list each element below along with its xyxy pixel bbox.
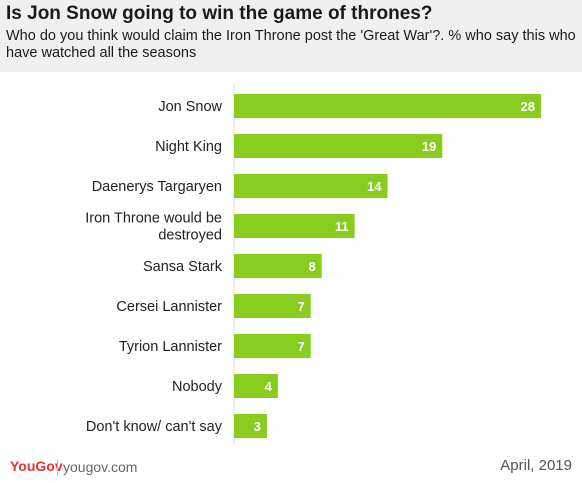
category-label: Cersei Lannister — [116, 299, 222, 315]
category-label-line: Don't know/ can't say — [86, 419, 223, 435]
category-label-line: Night King — [155, 139, 222, 155]
category-label: Don't know/ can't say — [86, 419, 223, 435]
bar-3 — [234, 214, 355, 238]
bar-value-label: 11 — [335, 219, 349, 234]
header: Is Jon Snow going to win the game of thr… — [0, 0, 582, 72]
bar-value-label: 3 — [254, 419, 261, 434]
category-label: Night King — [155, 139, 222, 155]
category-label-line: Nobody — [172, 379, 223, 395]
bar-2 — [234, 174, 388, 198]
bar-7 — [234, 374, 278, 398]
bar-4 — [234, 254, 322, 278]
category-label: Tyrion Lannister — [119, 339, 222, 355]
category-label-line: Jon Snow — [158, 99, 222, 115]
bar-chart: 28 Jon Snow 19 Night King 14 Daenerys Targary… — [85, 84, 541, 444]
bar-5 — [234, 294, 311, 318]
yougov-logo[interactable]: YouGov — [10, 458, 63, 474]
bar-0 — [234, 94, 541, 118]
bar-value-label: 4 — [265, 379, 273, 394]
category-label-line: Cersei Lannister — [116, 299, 222, 315]
chart-subtitle: Who do you think would claim the Iron Th… — [6, 28, 576, 61]
category-label: Nobody — [172, 379, 223, 395]
bar-value-label: 19 — [422, 139, 436, 154]
category-label-line: Sansa Stark — [143, 259, 223, 275]
bar-6 — [234, 334, 311, 358]
footer-divider — [57, 460, 58, 476]
bar-value-label: 8 — [308, 259, 315, 274]
bar-1 — [234, 134, 443, 158]
category-label: Sansa Stark — [143, 259, 223, 275]
bar-value-label: 28 — [521, 99, 535, 114]
bar-value-label: 7 — [298, 299, 305, 314]
category-label-line: Daenerys Targaryen — [92, 179, 222, 195]
category-label: Iron Throne would be destroyed — [85, 211, 222, 244]
category-label-line: destroyed — [158, 228, 222, 244]
footer-url[interactable]: yougov.com — [63, 459, 138, 475]
category-label-line: Iron Throne would be — [85, 211, 222, 227]
category-label-line: Tyrion Lannister — [119, 339, 222, 355]
chart-title: Is Jon Snow going to win the game of thr… — [6, 3, 433, 24]
category-label: Daenerys Targaryen — [92, 179, 222, 195]
category-label: Jon Snow — [158, 99, 222, 115]
bar-value-label: 14 — [367, 179, 382, 194]
bar-value-label: 7 — [298, 339, 305, 354]
footer-date: April, 2019 — [500, 457, 572, 474]
bar-8 — [234, 414, 267, 438]
bars-group: 28 Jon Snow 19 Night King 14 Daenerys Targary… — [85, 94, 541, 438]
